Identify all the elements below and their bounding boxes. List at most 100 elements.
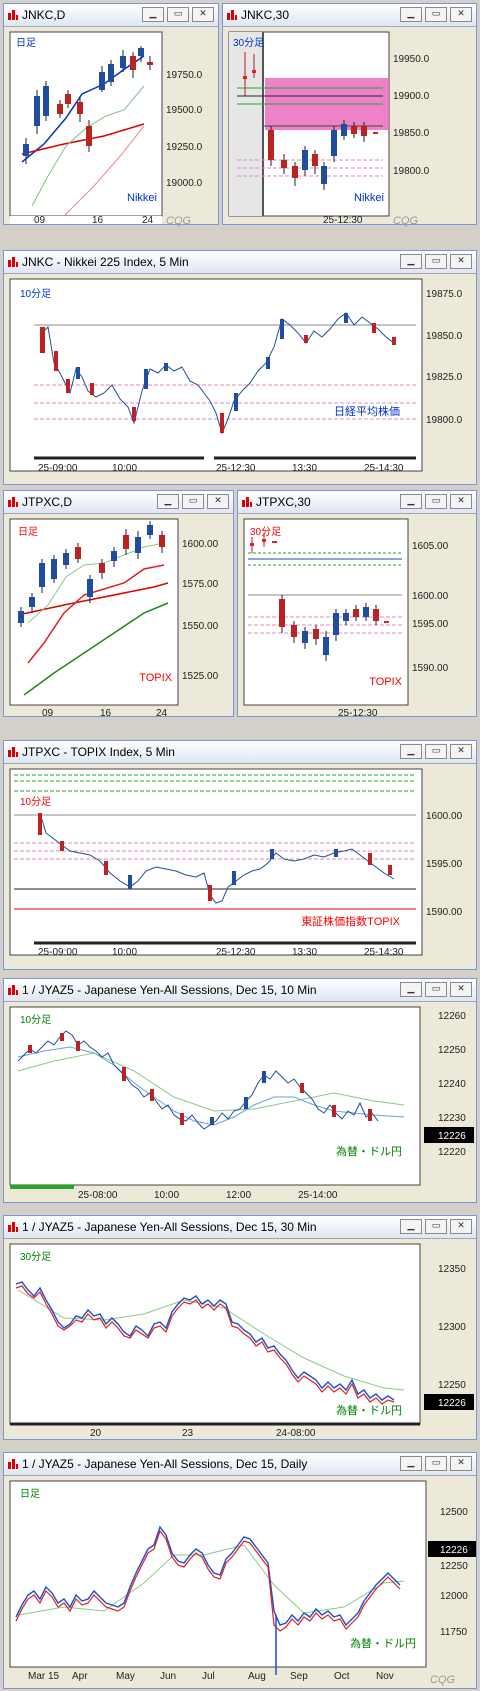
chart-window-icon <box>8 985 18 995</box>
minimize-button[interactable]: ▁ <box>142 7 164 22</box>
close-button[interactable]: ✕ <box>450 494 472 509</box>
chart-area[interactable]: 10分足 東証株価指数TOPIX 1600.00 1595.00 1590.00… <box>4 763 478 971</box>
chart-window-icon <box>242 497 252 507</box>
x-tick-2: 25-12:30 <box>216 947 256 958</box>
maximize-button[interactable]: ▭ <box>425 982 447 997</box>
plot-background <box>243 518 409 706</box>
minimize-button[interactable]: ▁ <box>400 982 422 997</box>
chart-area[interactable]: 30分足 Nikkei 19950.0 19900.0 19850.0 1980… <box>223 26 478 227</box>
maximize-button[interactable]: ▭ <box>167 7 189 22</box>
price-down <box>15 1285 395 1405</box>
x-tick-0: Mar 15 <box>28 1671 60 1682</box>
close-button[interactable]: ✕ <box>207 494 229 509</box>
window-titlebar[interactable]: JNKC,D ▁ ▭ ✕ <box>4 4 218 27</box>
x-tick-0: 20 <box>90 1428 102 1439</box>
y-tick-1: 19900.0 <box>393 91 430 102</box>
ma-red-fast <box>27 564 165 664</box>
chart-window-icon <box>8 10 18 20</box>
y-tick-2: 1595.00 <box>412 619 449 630</box>
chart-area[interactable]: 日足 Nikkei 19750.0 19500.0 19250.0 19000.… <box>4 26 220 227</box>
maximize-button[interactable]: ▭ <box>425 7 447 22</box>
x-tick-2: 24 <box>142 215 154 226</box>
window-titlebar[interactable]: JTPXC,30 ▁ ▭ ✕ <box>238 491 476 514</box>
x-tick-2: 24 <box>156 708 168 719</box>
price-up <box>15 1525 401 1627</box>
chart-period-label: 日足 <box>20 1488 40 1500</box>
chart-period-label: 10分足 <box>20 1014 51 1026</box>
close-button[interactable]: ✕ <box>450 7 472 22</box>
x-tick-3: 25-14:00 <box>298 1190 338 1201</box>
y-tick-1: 12300 <box>438 1322 466 1333</box>
window-title: 1 / JYAZ5 - Japanese Yen-All Sessions, D… <box>22 1457 308 1471</box>
chart-period-label: 30分足 <box>20 1251 51 1263</box>
candle-bodies <box>40 313 396 433</box>
maximize-button[interactable]: ▭ <box>425 1456 447 1471</box>
window-titlebar[interactable]: JTPXC,D ▁ ▭ ✕ <box>4 491 233 514</box>
chart-window-topix-daily[interactable]: JTPXC,D ▁ ▭ ✕ 日足 TOPIX 1600.00 1575.00 155… <box>3 490 235 719</box>
maximize-button[interactable]: ▭ <box>425 494 447 509</box>
maximize-button[interactable]: ▭ <box>182 494 204 509</box>
chart-window-icon <box>8 497 18 507</box>
y-tick-2: 1590.00 <box>426 907 463 918</box>
plot-background <box>9 1243 421 1425</box>
minimize-button[interactable]: ▁ <box>400 7 422 22</box>
close-button[interactable]: ✕ <box>450 1219 472 1234</box>
chart-window-jnkc-30min[interactable]: JNKC,30 ▁ ▭ ✕ 30分足 Nikkei <box>222 3 478 227</box>
x-tick-2: May <box>116 1671 135 1682</box>
chart-window-topix-30min[interactable]: JTPXC,30 ▁ ▭ ✕ 30分足 TOPIX 1605.0 <box>237 490 478 719</box>
window-titlebar[interactable]: JNKC - Nikkei 225 Index, 5 Min ▁ ▭ ✕ <box>4 251 476 274</box>
minimize-button[interactable]: ▁ <box>400 1456 422 1471</box>
minimize-button[interactable]: ▁ <box>157 494 179 509</box>
price-down <box>15 1529 401 1632</box>
ma-red <box>21 123 145 155</box>
chart-window-topix-5min[interactable]: JTPXC - TOPIX Index, 5 Min ▁ ▭ ✕ 10分足 東証株価… <box>3 740 477 970</box>
y-tick-0: 1600.00 <box>426 811 463 822</box>
watermark: 為替・ドル円 <box>350 1636 416 1650</box>
maximize-button[interactable]: ▭ <box>425 744 447 759</box>
chart-area[interactable]: 30分足 為替・ドル円 12350 12300 12250 12226 20 2… <box>4 1238 478 1441</box>
chart-area[interactable]: 30分足 TOPIX 1605.00 1600.00 1595.00 1590.… <box>238 513 478 719</box>
y-tick-3: 12230 <box>438 1113 466 1124</box>
chart-area[interactable]: 10分足 日経平均株価 19875.0 19850.0 19825.0 1980… <box>4 273 478 486</box>
minimize-button[interactable]: ▁ <box>400 744 422 759</box>
y-tick-0: 12500 <box>440 1507 468 1518</box>
minimize-button[interactable]: ▁ <box>400 494 422 509</box>
x-tick-1: Apr <box>72 1671 88 1682</box>
window-titlebar[interactable]: 1 / JYAZ5 - Japanese Yen-All Sessions, D… <box>4 979 476 1002</box>
minimize-button[interactable]: ▁ <box>400 1219 422 1234</box>
ma-pink <box>63 125 145 217</box>
x-tick-2: 12:00 <box>226 1190 251 1201</box>
chart-window-yen-10min[interactable]: 1 / JYAZ5 - Japanese Yen-All Sessions, D… <box>3 978 477 1203</box>
window-titlebar[interactable]: JTPXC - TOPIX Index, 5 Min ▁ ▭ ✕ <box>4 741 476 764</box>
y-tick-1: 1595.00 <box>426 859 463 870</box>
close-button[interactable]: ✕ <box>192 7 214 22</box>
close-button[interactable]: ✕ <box>450 254 472 269</box>
chart-area[interactable]: 10分足 為替・ドル円 12260 12250 12240 12230 1222… <box>4 1001 478 1204</box>
plot-background <box>9 1006 421 1186</box>
minimize-button[interactable]: ▁ <box>400 254 422 269</box>
chart-area[interactable]: 日足 為替・ドル円 12500 12226 12250 12000 11750 … <box>4 1475 478 1690</box>
ma-slow <box>17 1289 405 1391</box>
close-button[interactable]: ✕ <box>450 744 472 759</box>
chart-window-yen-30min[interactable]: 1 / JYAZ5 - Japanese Yen-All Sessions, D… <box>3 1215 477 1440</box>
close-button[interactable]: ✕ <box>450 982 472 997</box>
chart-window-jnkc-daily[interactable]: JNKC,D ▁ ▭ ✕ 日足 Nikkei 19750.0 19500.0 19 <box>3 3 220 227</box>
x-tick-5: Aug <box>248 1671 266 1682</box>
window-titlebar[interactable]: 1 / JYAZ5 - Japanese Yen-All Sessions, D… <box>4 1216 476 1239</box>
ma-red <box>17 582 169 616</box>
chart-window-nikkei-5min[interactable]: JNKC - Nikkei 225 Index, 5 Min ▁ ▭ ✕ 10分足 … <box>3 250 477 485</box>
maximize-button[interactable]: ▭ <box>425 254 447 269</box>
maximize-button[interactable]: ▭ <box>425 1219 447 1234</box>
window-titlebar[interactable]: JNKC,30 ▁ ▭ ✕ <box>223 4 476 27</box>
x-tick-0: 25-12:30 <box>323 215 363 226</box>
y-tick-2: 12250 <box>438 1380 466 1391</box>
y-tick-2: 12240 <box>438 1079 466 1090</box>
chart-window-icon <box>8 257 18 267</box>
last-price: 12226 <box>440 1545 468 1556</box>
close-button[interactable]: ✕ <box>450 1456 472 1471</box>
y-tick-3: 19800.0 <box>393 166 430 177</box>
chart-area[interactable]: 日足 TOPIX 1600.00 1575.00 1550.00 1525.00… <box>4 513 235 719</box>
chart-window-yen-daily[interactable]: 1 / JYAZ5 - Japanese Yen-All Sessions, D… <box>3 1452 477 1689</box>
window-titlebar[interactable]: 1 / JYAZ5 - Japanese Yen-All Sessions, D… <box>4 1453 476 1476</box>
x-tick-1: 10:00 <box>112 463 137 474</box>
